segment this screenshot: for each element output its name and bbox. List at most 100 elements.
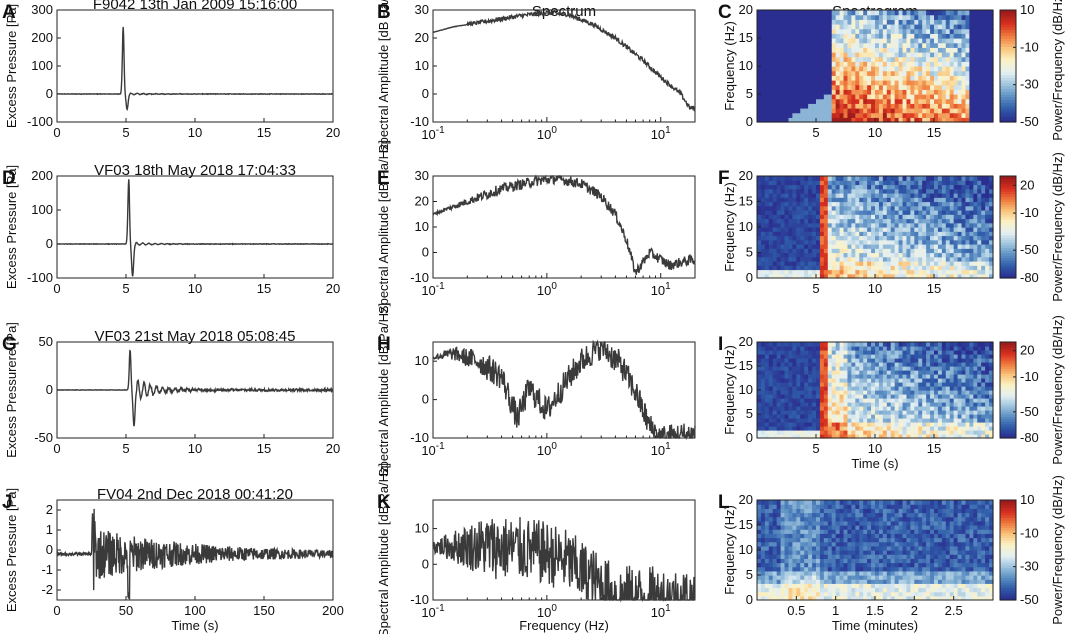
spectrogram-cell xyxy=(757,358,762,363)
spectrogram-cell xyxy=(804,56,809,62)
spectrogram-cell xyxy=(812,112,817,118)
spectrogram-cell xyxy=(796,370,801,375)
spectrogram-cell xyxy=(839,265,845,271)
spectrogram-cell xyxy=(937,418,943,423)
spectrogram-cell xyxy=(882,426,888,431)
spectrogram-cell xyxy=(792,52,797,58)
spectrogram-cell xyxy=(965,434,970,439)
spectrogram-cell xyxy=(906,358,911,363)
spectrogram-cell xyxy=(890,414,896,419)
spectrogram-cell xyxy=(890,402,896,407)
spectrogram-cell xyxy=(819,210,825,215)
spectrogram-cell xyxy=(784,176,790,181)
spectrogram-cell xyxy=(890,28,896,34)
spectrogram-cell xyxy=(847,422,852,427)
spectrogram-cell xyxy=(808,231,813,237)
spectrogram-cell xyxy=(764,19,770,25)
spectrogram-cell xyxy=(847,366,852,371)
spectrogram-cell xyxy=(965,406,970,411)
spectrogram-cell xyxy=(831,184,837,190)
spectrogram-cell xyxy=(985,38,990,44)
spectrogram-cell xyxy=(882,422,888,427)
spectrogram-cell xyxy=(973,248,978,254)
spectrogram-cell xyxy=(989,426,994,431)
spectrogram-cell xyxy=(784,382,790,387)
spectrogram-cell xyxy=(839,227,845,232)
spectrogram-cell xyxy=(937,394,943,399)
spectrogram-cell xyxy=(855,261,860,266)
spectrogram-cell xyxy=(989,201,994,207)
spectrogram-cell xyxy=(914,210,919,215)
spectrogram-cell xyxy=(757,180,762,186)
spectrogram-cell xyxy=(784,570,790,576)
spectrogram-cell xyxy=(867,112,872,118)
spectrogram-cell xyxy=(855,434,860,439)
spectrogram-cell xyxy=(906,94,911,100)
spectrogram-cell xyxy=(902,265,908,271)
spectrogram-cell xyxy=(918,33,923,39)
spectrogram-cell xyxy=(969,265,974,271)
spectrogram-cell xyxy=(926,390,931,395)
spectrogram-cell xyxy=(886,414,892,419)
spectrogram-cell xyxy=(808,430,813,435)
spectrogram-cell xyxy=(926,256,931,262)
spectrogram-cell xyxy=(827,205,833,211)
spectrogram-cell xyxy=(859,108,864,114)
spectrogram-cell xyxy=(941,214,947,220)
spectrogram-cell xyxy=(851,98,856,104)
spectrogram-cell xyxy=(941,426,947,431)
spectrogram-cell xyxy=(985,394,990,399)
spectrogram-cell xyxy=(760,117,766,123)
spectrogram-cell xyxy=(808,61,813,67)
spectrogram-xtick-label: 10 xyxy=(868,125,882,140)
panel-label: A xyxy=(2,2,16,23)
spectrogram-cell xyxy=(957,402,963,407)
spectrogram-cell xyxy=(985,426,990,431)
spectrogram-cell xyxy=(882,362,888,367)
spectrogram-cell xyxy=(800,117,805,123)
spectrogram-cell xyxy=(784,394,790,399)
spectrogram-cell xyxy=(780,537,786,543)
spectrogram-cell xyxy=(937,70,943,76)
spectrogram-cell xyxy=(772,595,778,601)
spectrogram-cell xyxy=(969,394,974,399)
spectrogram-cell xyxy=(776,103,782,109)
spectrogram-cell xyxy=(890,94,896,100)
spectrogram-cell xyxy=(816,358,821,363)
spectrogram-cell xyxy=(973,201,978,207)
spectrogram-cell xyxy=(930,89,935,95)
spectrogram-cell xyxy=(796,358,801,363)
spectrogram-cell xyxy=(902,193,908,198)
spectrogram-cell xyxy=(863,14,868,20)
spectrogram-cell xyxy=(780,587,786,593)
spectrogram-cell xyxy=(969,98,974,104)
spectrogram-cell xyxy=(906,103,911,109)
spectrogram-cell xyxy=(890,61,896,67)
spectrogram-cell xyxy=(780,406,786,411)
spectrogram-cell xyxy=(973,374,978,379)
spectrogram-cell xyxy=(953,227,959,232)
spectrogram-cell xyxy=(757,218,762,224)
spectrogram-cell xyxy=(930,398,935,403)
spectrogram-cell xyxy=(875,193,880,198)
spectrogram-cell xyxy=(808,390,813,395)
spectrogram-cell xyxy=(757,390,762,395)
spectrogram-cell xyxy=(859,231,864,237)
spectrogram-cell xyxy=(796,227,801,232)
spectrogram-cell xyxy=(922,370,927,375)
spectrogram-cell xyxy=(792,244,797,249)
spectrogram-cell xyxy=(902,358,908,363)
spectrogram-cell xyxy=(875,42,880,48)
spectrogram-cell xyxy=(823,108,829,114)
spectrogram-cell xyxy=(937,235,943,241)
spectrogram-cell xyxy=(886,248,892,254)
spectrogram-cell xyxy=(812,42,817,48)
spectrogram-cell xyxy=(804,222,809,228)
spectrogram-cell xyxy=(867,256,872,262)
spectrogram-cell xyxy=(882,188,888,194)
spectrogram-cell xyxy=(894,24,900,30)
spectrogram-cell xyxy=(867,235,872,241)
spectrogram-cell xyxy=(926,38,931,44)
colorbar-segment xyxy=(1000,54,1016,59)
spectrogram-cell xyxy=(757,500,762,505)
